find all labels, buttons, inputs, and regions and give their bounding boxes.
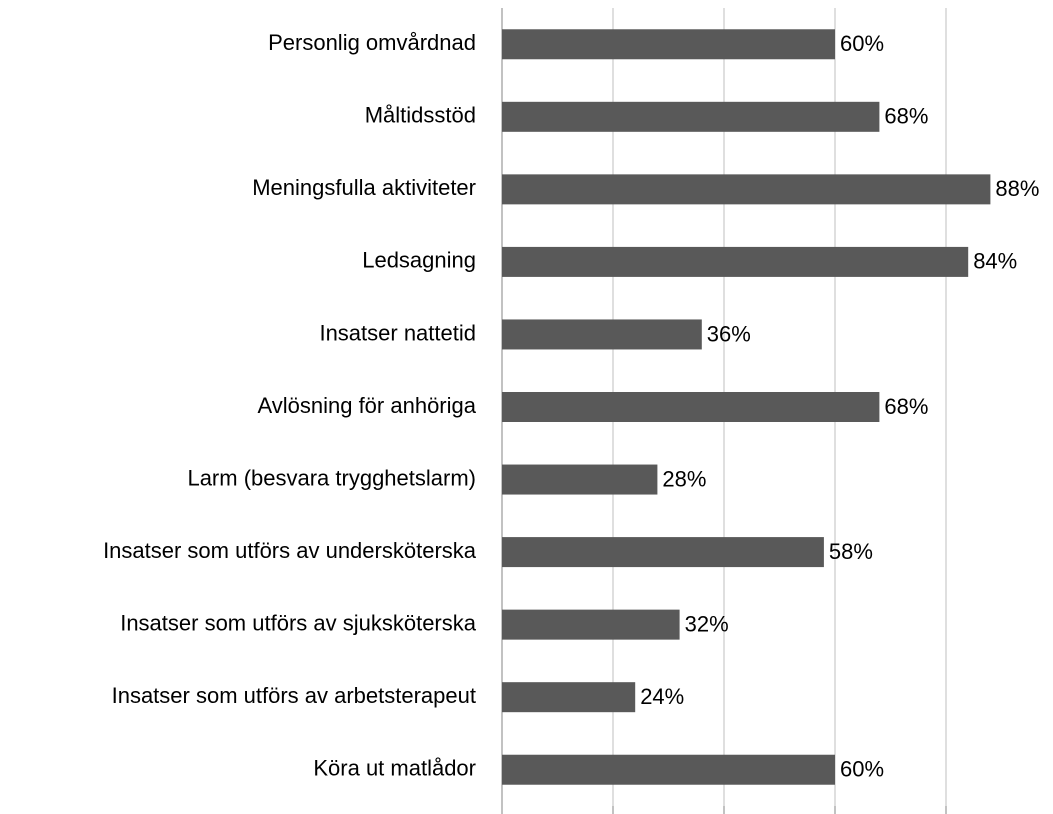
- data-label: 88%: [995, 176, 1039, 201]
- y-tick-label: Ledsagning: [362, 248, 476, 273]
- bar: [502, 319, 702, 350]
- data-label: 84%: [973, 249, 1017, 274]
- data-label: 32%: [685, 611, 729, 636]
- bar: [502, 246, 969, 277]
- bar: [502, 754, 835, 785]
- y-tick-label: Larm (besvara trygghetslarm): [187, 465, 476, 490]
- y-tick-label: Insatser nattetid: [319, 320, 476, 345]
- y-tick-label: Insatser som utförs av undersköterska: [103, 538, 477, 563]
- y-tick-label: Insatser som utförs av arbetsterapeut: [112, 683, 476, 708]
- data-label: 24%: [640, 684, 684, 709]
- y-tick-label: Insatser som utförs av sjuksköterska: [120, 610, 477, 635]
- data-label: 28%: [662, 466, 706, 491]
- y-tick-label: Köra ut matlådor: [313, 756, 476, 781]
- y-tick-label: Personlig omvårdnad: [268, 30, 476, 55]
- bar: [502, 464, 658, 495]
- data-label: 58%: [829, 539, 873, 564]
- y-tick-label: Måltidsstöd: [365, 103, 476, 128]
- data-label: 68%: [884, 104, 928, 129]
- y-tick-label: Avlösning för anhöriga: [257, 393, 476, 418]
- bar: [502, 174, 991, 205]
- data-label: 68%: [884, 394, 928, 419]
- bar: [502, 537, 824, 568]
- y-tick-label: Meningsfulla aktiviteter: [252, 175, 476, 200]
- bar: [502, 392, 880, 422]
- bar: [502, 101, 880, 132]
- data-label: 36%: [707, 321, 751, 346]
- data-label: 60%: [840, 757, 884, 782]
- bar: [502, 682, 636, 713]
- bar: [502, 29, 835, 60]
- bar: [502, 609, 680, 640]
- data-label: 60%: [840, 31, 884, 56]
